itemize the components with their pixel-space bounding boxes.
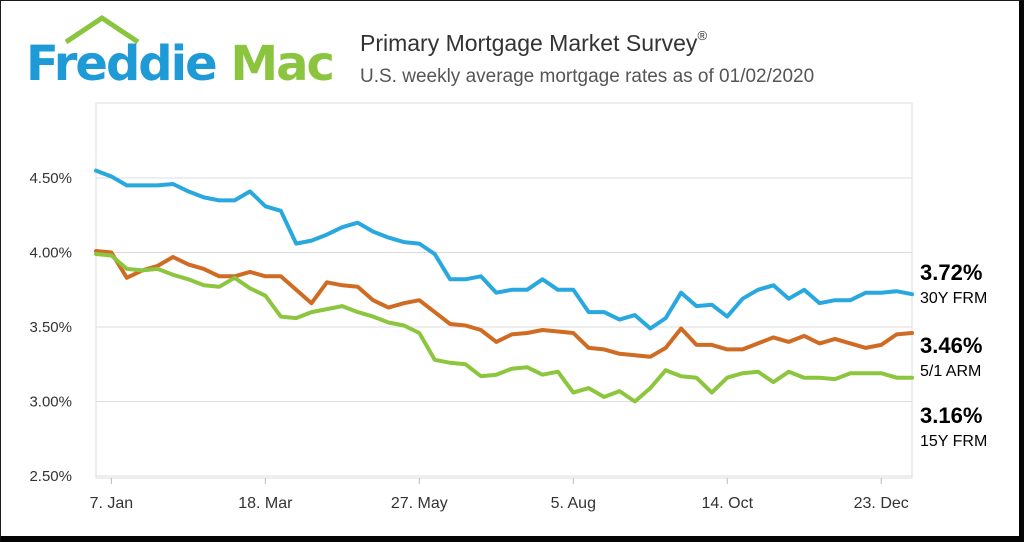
house-roof-icon	[64, 14, 140, 44]
logo-wordmark: Freddie Mac	[26, 36, 335, 92]
grid-lines	[96, 177, 912, 477]
logo-word-mac: Mac	[230, 36, 335, 92]
y-tick-label: 4.00%	[29, 245, 72, 262]
series-lines	[94, 168, 914, 404]
series-label-frm15: 15Y FRM	[920, 433, 988, 450]
x-tick-label: 23. Dec	[854, 495, 909, 512]
x-tick-label: 14. Oct	[701, 495, 753, 512]
series-label-arm51: 5/1 ARM	[920, 363, 982, 380]
y-tick-label: 2.50%	[29, 468, 72, 485]
logo-word-freddie: Freddie	[26, 36, 218, 92]
end-value-arm51: 3.46%	[920, 333, 983, 358]
x-tick-label: 27. May	[391, 495, 448, 512]
x-tick-label: 18. Mar	[238, 495, 293, 512]
series-line-arm51	[94, 249, 914, 359]
freddie-mac-logo: Freddie Mac	[26, 14, 335, 94]
chart-subtitle: U.S. weekly average mortgage rates as of…	[360, 66, 815, 87]
y-tick-label: 4.50%	[29, 170, 72, 187]
x-tick-label: 7. Jan	[90, 495, 134, 512]
series-label-frm30: 30Y FRM	[920, 290, 988, 307]
y-tick-label: 3.00%	[29, 394, 72, 411]
chart-title: Primary Mortgage Market Survey®	[360, 28, 708, 57]
chart-title-text: Primary Mortgage Market Survey	[360, 30, 698, 56]
end-value-frm15: 3.16%	[920, 403, 983, 428]
registered-mark: ®	[697, 28, 708, 43]
series-line-frm15	[94, 252, 914, 404]
end-value-frm30: 3.72%	[920, 260, 983, 285]
y-tick-label: 3.50%	[29, 319, 72, 336]
series-line-frm30	[94, 168, 914, 331]
y-axis-ticks: 4.50% 4.00% 3.50% 3.00% 2.50%	[29, 170, 72, 485]
x-tick-label: 5. Aug	[551, 495, 596, 512]
x-axis-ticks: 7. Jan 18. Mar 27. May 5. Aug 14. Oct 23. Dec	[90, 478, 909, 512]
